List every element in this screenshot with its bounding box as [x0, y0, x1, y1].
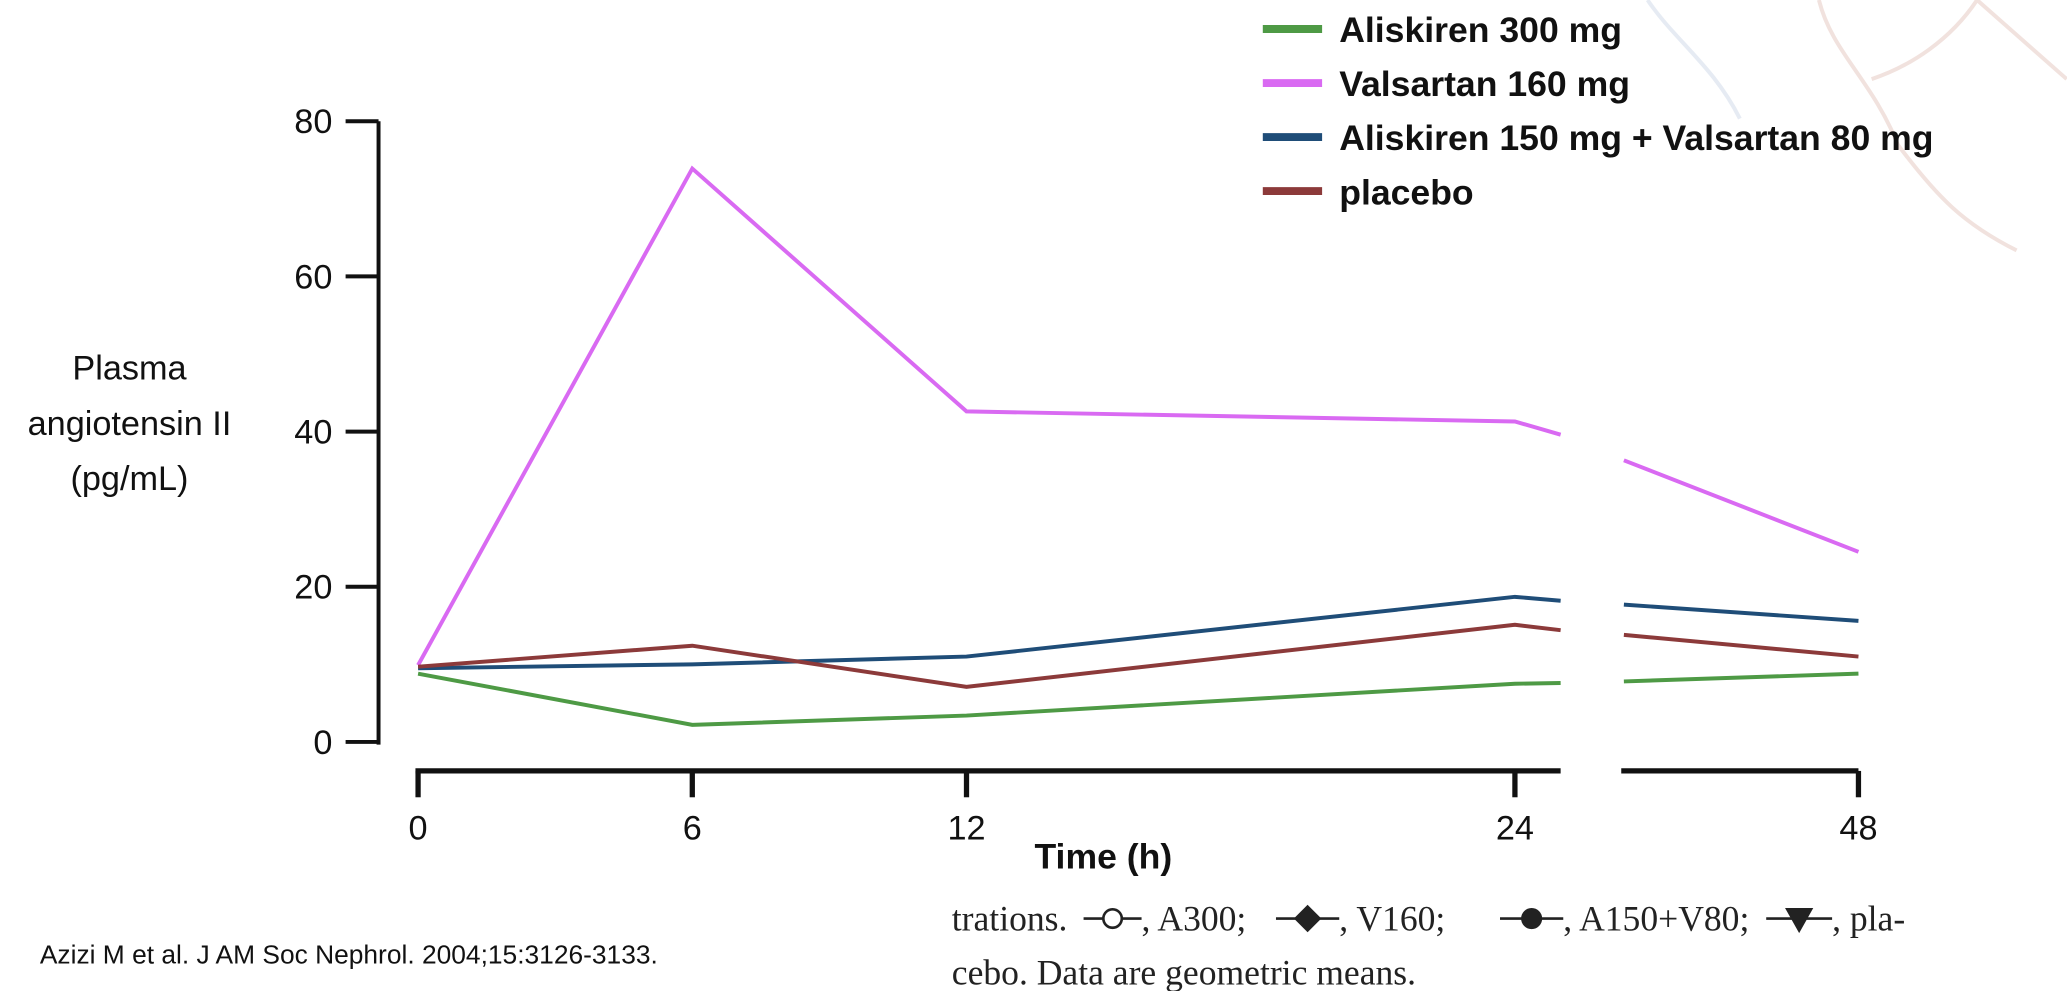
symbol-filled-circle [1500, 907, 1564, 930]
x-tick-label: 12 [947, 809, 985, 847]
caption-text: , V160; [1339, 898, 1445, 938]
caption-text: , A150+V80; [1563, 898, 1749, 938]
y-tick-label: 60 [294, 258, 332, 296]
series-line [418, 594, 1561, 671]
x-axis-label: Time (h) [1034, 837, 1172, 877]
y-axis-label: angiotensin II [28, 405, 232, 443]
caption-text: cebo. Data are geometric means. [952, 952, 1416, 991]
legend-label: placebo [1339, 172, 1473, 212]
caption-text: , A300; [1142, 898, 1247, 938]
background-decoration [1645, 0, 2067, 253]
x-tick-label: 0 [409, 809, 428, 847]
symbol-open-circle [1083, 907, 1142, 930]
series-line [1623, 671, 1859, 684]
series-line [417, 622, 1561, 689]
caption: trations. , A300; , V160; , A150+V80; , … [952, 898, 1905, 991]
x-tick-label: 48 [1839, 809, 1877, 847]
legend-label: Aliskiren 300 mg [1339, 10, 1622, 50]
symbol-diamond [1275, 904, 1340, 933]
caption-text: , pla- [1832, 898, 1905, 938]
y-tick-label: 0 [313, 724, 332, 762]
legend-label: Aliskiren 150 mg + Valsartan 80 mg [1339, 118, 1933, 158]
y-tick-label: 20 [294, 569, 332, 607]
legend-label: Valsartan 160 mg [1339, 64, 1630, 104]
series-line [1623, 602, 1859, 623]
series-line [416, 165, 1562, 667]
symbol-triangle [1766, 907, 1833, 934]
series-line [1623, 632, 1859, 659]
citation: Azizi M et al. J AM Soc Nephrol. 2004;15… [40, 939, 658, 969]
y-axis-label: Plasma [72, 350, 187, 388]
series-line [1623, 458, 1860, 554]
caption-text: trations. [952, 898, 1068, 938]
y-tick-label: 40 [294, 413, 332, 451]
series-line [417, 671, 1561, 727]
y-tick-label: 80 [294, 103, 332, 141]
x-tick-label: 6 [683, 809, 702, 847]
x-tick-label: 24 [1496, 809, 1534, 847]
y-axis-label: (pg/mL) [70, 460, 188, 498]
